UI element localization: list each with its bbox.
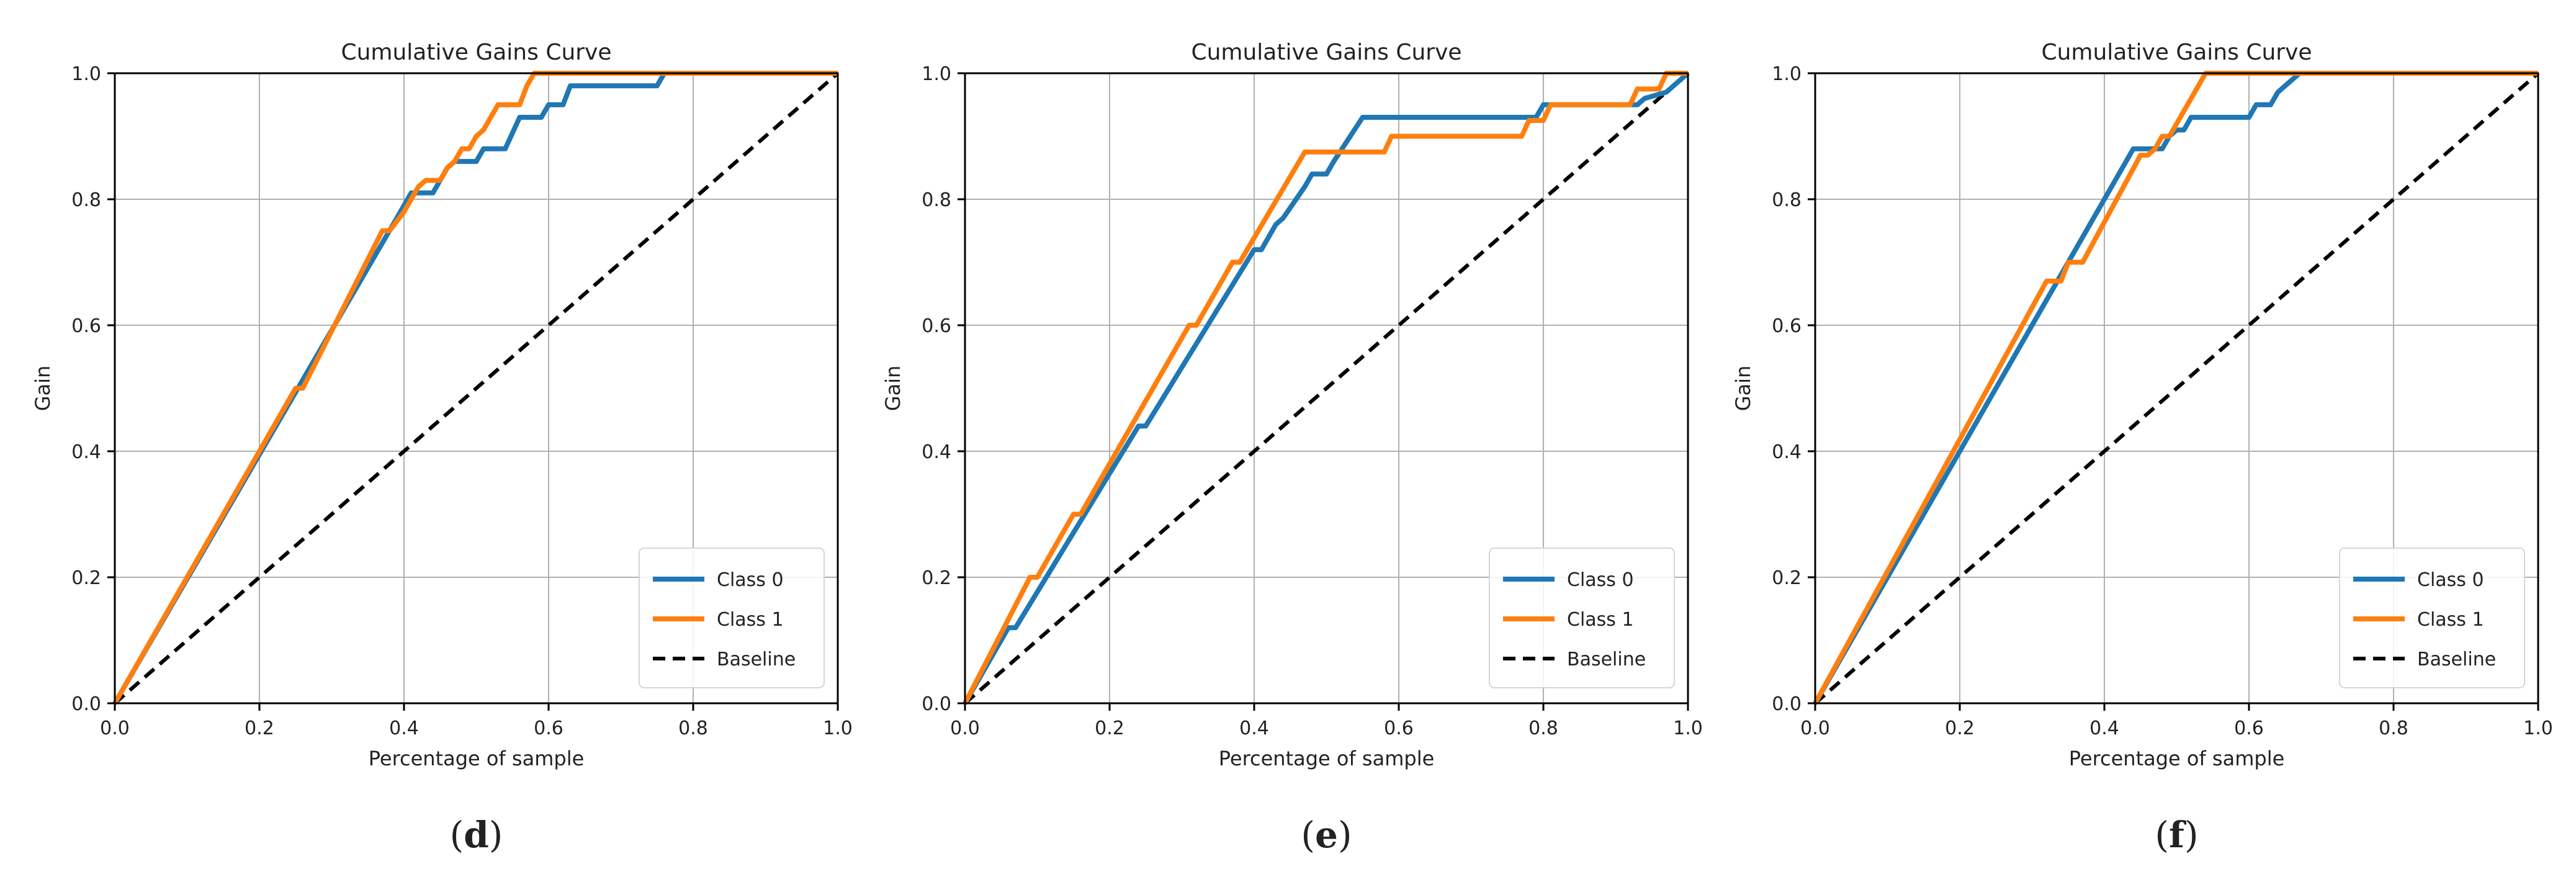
legend-label-baseline: Baseline [2417,649,2496,670]
y-tick-label: 0.0 [71,693,101,715]
x-tick-label: 0.4 [389,718,419,739]
y-tick-label: 0.2 [1772,567,1802,589]
series-line-class-0 [963,71,1690,705]
x-axis-label: Percentage of sample [2069,747,2285,770]
panel-letter: f [2169,814,2187,856]
y-tick-label: 0.8 [1772,189,1802,211]
x-tick-label: 1.0 [1673,718,1703,739]
x-tick-label: 0.8 [1528,718,1558,739]
panel-paren-open: ( [450,814,464,856]
series-line-class-1 [1813,71,2538,705]
y-tick-label: 0.6 [71,315,101,337]
series-line-baseline [1814,71,2539,705]
y-axis-label: Gain [1731,366,1755,412]
panel-label: (f) [2155,814,2198,856]
x-tick-label: 0.2 [1945,718,1975,739]
x-tick-label: 0.2 [245,718,274,739]
x-tick-label: 0.6 [1384,718,1414,739]
legend-label-class-0: Class 0 [1567,569,1634,591]
legend-label-baseline: Baseline [717,649,796,670]
x-axis-label: Percentage of sample [1219,747,1435,770]
x-tick-label: 0.4 [1239,718,1269,739]
y-tick-label: 0.6 [1772,315,1802,337]
legend-label-class-1: Class 1 [2417,609,2484,631]
series-line-class-0 [1813,71,2538,705]
legend-label-class-1: Class 1 [717,609,784,631]
x-tick-label: 0.2 [1095,718,1124,739]
gridlines [114,73,838,704]
panel-letter: e [1315,814,1338,856]
plot-frame [964,72,1689,705]
x-tick-label: 0.0 [100,718,130,739]
x-tick-label: 1.0 [823,718,853,739]
panel-paren-close: ) [489,814,503,856]
y-tick-label: 0.0 [1772,693,1802,715]
legend: Class 0 Class 1 Baseline [639,547,825,688]
series-line-class-1 [963,71,1688,705]
y-tick-label: 1.0 [1772,63,1802,85]
y-tick-label: 1.0 [922,63,951,85]
x-tick-label: 0.0 [1800,718,1830,739]
chart-panel-d: 0.0 0.2 0.4 0.6 0.8 1.0 0.0 0.2 0.4 0.6 0.8 1.0 Cumu… [31,40,853,856]
chart-title: Cumulative Gains Curve [341,40,611,65]
plot-frame [1814,72,2539,705]
panel-paren-open: ( [2155,814,2169,856]
x-tick-label: 0.6 [534,718,563,739]
y-axis-label: Gain [31,366,55,412]
legend-label-class-0: Class 0 [717,569,784,591]
chart-panel-e: 0.0 0.2 0.4 0.6 0.8 1.0 0.0 0.2 0.4 0.6 0.8 1.0 Cumu… [881,40,1703,856]
y-tick-label: 0.4 [71,441,101,463]
y-tick-label: 0.2 [71,567,101,589]
panel-label: (e) [1301,814,1352,856]
panel-label: (d) [450,814,503,856]
x-tick-label: 0.8 [2379,718,2408,739]
legend: Class 0 Class 1 Baseline [1489,547,1675,688]
chart-title: Cumulative Gains Curve [2041,40,2312,65]
series-line-baseline [114,71,839,705]
y-tick-label: 1.0 [71,63,101,85]
panel-paren-close: ) [2184,814,2199,856]
x-tick-label: 0.8 [678,718,708,739]
series-line-class-1 [112,71,838,705]
y-tick-label: 0.2 [922,567,951,589]
x-tick-label: 0.0 [950,718,980,739]
y-tick-label: 0.8 [922,189,951,211]
y-tick-label: 0.4 [922,441,951,463]
legend-box [1489,547,1675,688]
legend-label-baseline: Baseline [1567,649,1646,670]
plot-frame [114,72,839,705]
y-axis-label: Gain [881,366,905,412]
series-line-baseline [964,71,1689,705]
x-tick-label: 0.6 [2234,718,2264,739]
legend-label-class-0: Class 0 [2417,569,2484,591]
y-tick-label: 0.4 [1772,441,1802,463]
x-tick-label: 0.4 [2089,718,2119,739]
panel-paren-close: ) [1338,814,1352,856]
panel-letter: d [464,814,489,856]
legend-box [639,547,825,688]
y-tick-label: 0.0 [922,693,951,715]
x-tick-label: 1.0 [2523,718,2553,739]
panel-paren-open: ( [1301,814,1315,856]
series-line-class-0 [112,71,838,705]
chart-panel-f: 0.0 0.2 0.4 0.6 0.8 1.0 0.0 0.2 0.4 0.6 0.8 1.0 Cumu… [1731,40,2553,856]
x-axis-label: Percentage of sample [369,747,585,770]
legend-label-class-1: Class 1 [1567,609,1634,631]
legend-box [2339,547,2525,688]
y-tick-label: 0.6 [922,315,951,337]
chart-title: Cumulative Gains Curve [1191,40,1461,65]
legend: Class 0 Class 1 Baseline [2339,547,2525,688]
y-tick-label: 0.8 [71,189,101,211]
